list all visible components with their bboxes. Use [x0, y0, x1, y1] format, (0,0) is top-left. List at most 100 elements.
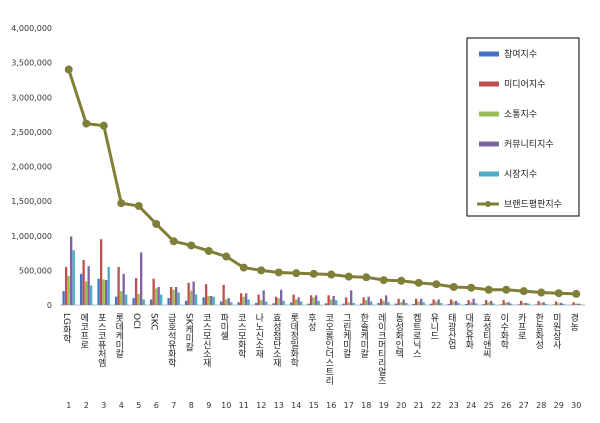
legend-label: 커뮤니티지수 — [504, 139, 554, 150]
legend-label: 시장지수 — [504, 169, 537, 180]
rank-label: 5 — [136, 401, 141, 410]
bar-3 — [207, 295, 210, 305]
bar-2 — [309, 295, 313, 305]
bar-4 — [455, 300, 458, 305]
category-label: 포스코퓨처엠 — [96, 313, 106, 367]
y-tick-label: 1,000,000 — [11, 232, 52, 241]
rank-label: 17 — [344, 401, 354, 410]
bar-1 — [464, 303, 468, 305]
legend-box — [466, 37, 580, 217]
bar-3 — [452, 301, 455, 305]
bar-3 — [119, 291, 123, 305]
bar-2 — [502, 300, 505, 305]
bar-2 — [519, 300, 523, 305]
bar-5 — [265, 301, 268, 305]
bar-1 — [534, 304, 538, 305]
category-label: 코스모신소재 — [201, 313, 211, 368]
bar-2 — [537, 301, 540, 305]
category-label: 유니드 — [428, 313, 438, 340]
bar-3 — [522, 302, 525, 305]
line-point — [362, 273, 371, 282]
line-point — [467, 283, 476, 292]
bar-1 — [289, 302, 293, 305]
line-point — [257, 266, 266, 275]
rank-label: 23 — [449, 401, 459, 410]
bar-5 — [212, 296, 215, 305]
bar-2 — [292, 294, 295, 305]
rank-label: 4 — [119, 401, 124, 410]
category-label: 파미셀 — [218, 313, 228, 340]
bar-2 — [572, 302, 575, 305]
bar-1 — [62, 291, 65, 305]
line-point — [117, 199, 126, 208]
bar-5 — [492, 303, 495, 305]
line-point — [537, 288, 546, 297]
line-point — [449, 282, 458, 291]
bar-5 — [370, 301, 373, 305]
category-label: 태광산업 — [446, 313, 456, 349]
bar-3 — [364, 300, 368, 305]
bar-1 — [447, 303, 450, 305]
line-point — [554, 289, 563, 298]
line-point — [432, 280, 441, 289]
rank-label: 26 — [501, 401, 511, 410]
rank-label: 2 — [84, 401, 89, 410]
bar-1 — [342, 303, 345, 305]
category-label: SKC — [148, 313, 158, 330]
rank-label: 15 — [309, 401, 319, 410]
bar-5 — [177, 292, 180, 305]
rank-label: 24 — [466, 401, 476, 410]
category-label: 한농화성 — [533, 313, 543, 349]
category-label: 그린케미칼 — [341, 313, 351, 358]
bar-2 — [379, 298, 383, 305]
y-tick-label: 500,000 — [19, 266, 52, 275]
bar-4 — [297, 297, 300, 305]
bar-5 — [405, 302, 408, 305]
bar-1 — [307, 303, 310, 305]
line-point — [239, 263, 248, 272]
bar-5 — [580, 304, 583, 305]
bar-2 — [327, 295, 330, 305]
category-label: 에코프로 — [78, 313, 88, 349]
bar-1 — [429, 303, 433, 305]
x-axis: LG화학 1 에코프로 2 포스코퓨처엠 3 롯데케미칼 4 OCI 5 SKC 6 금호석유화학 7 SK… — [60, 304, 585, 410]
category-label: 동성화인텍 — [393, 313, 403, 359]
bar-4 — [367, 296, 370, 305]
legend-swatch — [479, 81, 499, 87]
category-label: 레이크머티리얼즈 — [376, 313, 386, 385]
rank-label: 30 — [571, 401, 581, 410]
bar-5 — [352, 302, 355, 305]
line-point — [572, 289, 581, 298]
line-point — [309, 269, 318, 278]
line-point — [204, 246, 213, 255]
y-axis: 0 500,000 1,000,000 1,500,000 2,000,000 2,500… — [11, 24, 52, 310]
bar-4 — [227, 298, 230, 305]
bar-2 — [432, 299, 435, 305]
bar-4 — [525, 302, 528, 305]
bar-5 — [387, 302, 390, 305]
bar-1 — [324, 303, 328, 305]
legend-label: 브랜드평판지수 — [504, 199, 562, 210]
bar-3 — [487, 302, 490, 305]
y-tick-label: 3,000,000 — [11, 93, 52, 102]
bar-3 — [399, 302, 403, 305]
bar-4 — [385, 295, 388, 305]
bar-5 — [72, 250, 75, 305]
category-label: 코오롱인더스트리 — [323, 313, 333, 386]
bar-1 — [359, 303, 363, 305]
bar-4 — [490, 300, 493, 305]
legend-swatch — [479, 111, 499, 117]
bar-4 — [420, 298, 423, 305]
category-label: 롯데케미칼 — [113, 313, 123, 358]
bar-3 — [574, 303, 578, 305]
category-label: 미원상사 — [551, 313, 561, 350]
bar-1 — [202, 297, 205, 305]
bar-1 — [517, 304, 520, 305]
bar-1 — [394, 303, 398, 305]
bar-5 — [195, 294, 198, 305]
rank-label: 11 — [239, 401, 249, 410]
bar-2 — [274, 296, 278, 305]
legend-label: 참여지수 — [504, 48, 537, 60]
bar-4 — [262, 290, 265, 305]
rank-label: 13 — [274, 401, 284, 410]
